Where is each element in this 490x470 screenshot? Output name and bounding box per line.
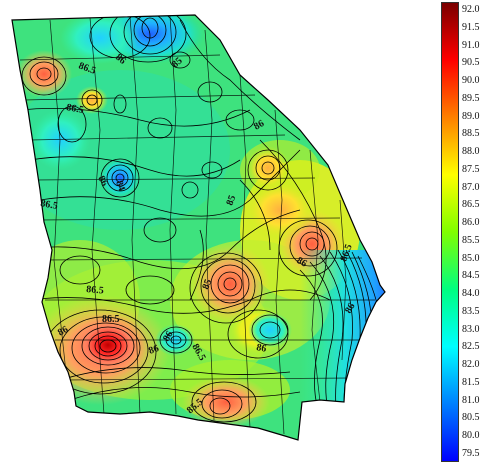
colorbar-tick-label: 86.5 [462,199,480,211]
contour-label: 86 [56,324,70,339]
colorbar-tick-label: 81.0 [462,394,480,406]
colorbar-tick-label: 89.0 [462,110,480,122]
central-hotspot [190,244,270,324]
contour-label: 86.5 [86,284,104,296]
northwest-hotspot [16,50,72,98]
colorbar-tick-label: 83.0 [462,323,480,335]
colorbar-tick-label: 89.5 [462,92,480,104]
colorbar-tick-label: 85.5 [462,234,480,246]
colorbar-tick-label: 84.0 [462,288,480,300]
colorbar-tick-label: 90.5 [462,57,480,69]
colorbar-tick-label: 85.0 [462,252,480,264]
colorbar-tick-label: 92.0 [462,4,480,15]
contour-label: 86 [147,343,160,357]
georgia-contour-map: 86.5 86 85 84 86.5 85 86.5 86 86.5 85 86… [11,14,386,441]
contour-labels: 86.5 86 85 84 86.5 85 86.5 86 86.5 85 86… [39,52,357,416]
map-fill [12,15,385,440]
colorbar-tick-label: 80.0 [462,430,480,442]
contour-label: 86 [95,174,110,188]
contour-label: 86 [255,342,267,355]
colorbar-ticks: 92.0 91.5 91.0 90.5 90.0 89.5 89.0 88.5 88.0 87.5… [462,2,490,462]
colorbar-tick-label: 84.5 [462,270,480,282]
contour-label: 86.5 [65,102,84,116]
contour-label: 86 [252,118,266,133]
contour-label: 86 [343,301,358,315]
colorbar-tick-label: 81.5 [462,376,480,388]
colorbar-tick-label: 88.5 [462,128,480,140]
colorbar-tick-label: 87.5 [462,163,480,175]
colorbar-tick-label: 90.0 [462,75,480,87]
county-boundaries [19,15,375,435]
colorbar-tick-label: 82.0 [462,359,480,371]
colorbar [441,2,459,462]
contour-label: 86.5 [102,314,120,325]
contour-label: 85 [224,194,238,207]
contour-lines [19,15,379,423]
contour-label: 84 [113,179,127,192]
contour-label: 86 [295,255,309,270]
contour-label: 86.5 [39,198,58,212]
north-central-coolspot [100,158,140,198]
colorbar-tick-label: 91.5 [462,21,480,33]
contour-label: 86 [161,329,176,343]
contour-label: 85 [200,278,214,291]
colorbar-tick-label: 80.5 [462,412,480,424]
colorbar-tick-label: 91.0 [462,39,480,51]
colorbar-tick-label: 88.0 [462,146,480,158]
colorbar-tick-label: 82.5 [462,341,480,353]
colorbar-tick-label: 79.5 [462,448,480,459]
colorbar-tick-label: 86.0 [462,217,480,229]
colorbar-tick-label: 87.0 [462,181,480,193]
colorbar-tick-label: 83.5 [462,305,480,317]
